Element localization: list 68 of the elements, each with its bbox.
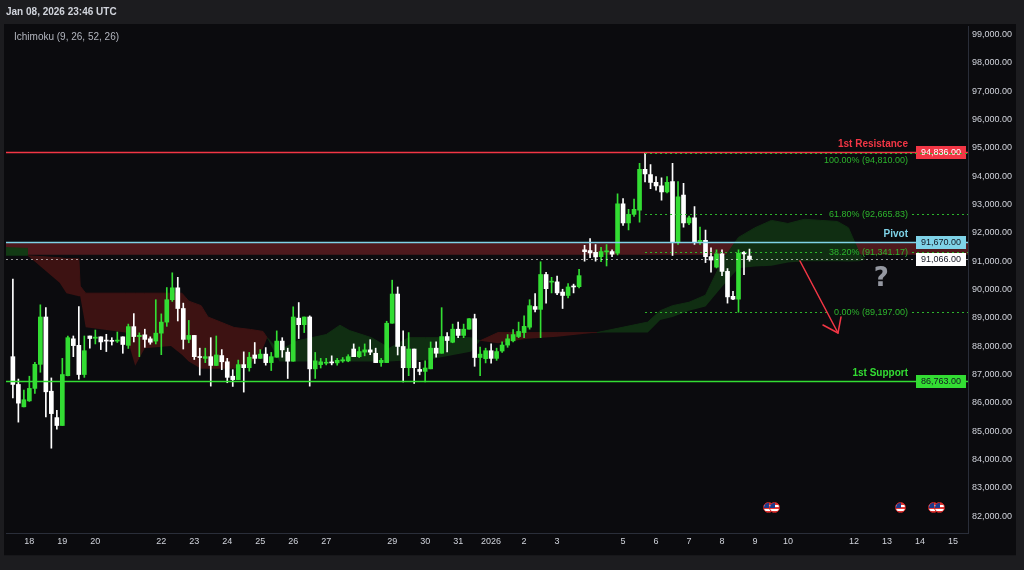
y-tick-label: 91,000.00 [972,255,1013,266]
y-tick-label: 99,000.00 [972,28,1013,39]
y-tick-label: 89,000.00 [972,312,1013,323]
annotation: ? [873,262,889,293]
y-tick-label: 83,000.00 [972,482,1013,493]
ref-line-label: 100.00% (94,810.00) [823,155,908,166]
candlestick [444,332,450,353]
ref-line-label: 94,836.00 [920,147,962,158]
candlestick [296,302,302,339]
x-tick-label: 29 [387,536,398,547]
text: 91,066.00 [920,254,962,265]
x-tick-label: 14 [914,536,925,547]
x-tick-label: 24 [222,536,233,547]
candlestick [136,332,142,357]
x-tick-label: 6 [653,536,659,547]
x-tick-label: 31 [453,536,464,547]
candlestick [186,320,192,344]
y-tick-label: 96,000.00 [972,113,1013,124]
x-tick-label: 20 [90,536,101,547]
y-tick-label: 87,000.00 [972,369,1013,380]
ref-line-label: 91,670.00 [920,237,962,248]
annotation: 1st Resistance [837,138,909,150]
y-tick-label: 94,000.00 [972,170,1013,181]
x-tick-label: 2026 [481,536,502,547]
x-tick-label: 7 [686,536,692,547]
x-tick-label: 2 [521,536,527,547]
x-tick-label: 30 [420,536,431,547]
x-tick-label: 23 [189,536,200,547]
ref-line-label: 0.00% (89,197.00) [833,306,908,317]
x-tick-label: 9 [752,536,758,547]
candlestick [153,299,159,345]
x-tick-label: 8 [719,536,725,547]
y-tick-label: 88,000.00 [972,340,1013,351]
y-tick-label: 97,000.00 [972,85,1013,96]
candlestick [202,347,208,363]
y-tick-label: 93,000.00 [972,199,1013,209]
x-tick-label: 22 [156,536,167,547]
candlestick [208,337,214,387]
x-tick-label: 13 [881,536,892,547]
y-tick-label: 90,000.00 [972,284,1013,294]
x-tick-label: 10 [782,536,793,547]
y-tick-label: 85,000.00 [972,425,1013,436]
y-tick-label: 92,000.00 [972,227,1013,238]
annotation: Ichimoku (9, 26, 52, 26) [14,30,120,42]
y-tick-label: 95,000.00 [972,142,1013,153]
candlestick [241,351,247,393]
y-tick-label: 98,000.00 [972,57,1013,68]
candlestick [93,329,98,345]
x-tick-label: 26 [288,536,299,547]
ref-line-label: 61.80% (92,665.83) [828,208,908,219]
x-tick-label: 19 [57,536,68,547]
ref-line-label: 38.20% (91,341.17) [828,246,908,257]
chart-title: Jan 08, 2026 23:46 UTC [6,5,117,17]
candlestick [252,342,258,364]
y-tick-label: 82,000.00 [972,510,1013,521]
x-tick-label: 12 [848,536,859,547]
annotation: Pivot [883,227,909,239]
x-tick-label: 25 [255,536,266,547]
x-tick-label: 3 [554,536,560,547]
x-tick-label: 5 [620,536,626,547]
y-tick-label: 84,000.00 [972,454,1013,465]
x-tick-label: 18 [24,536,35,547]
y-tick-label: 86,000.00 [972,397,1013,408]
candlestick [532,293,538,313]
ref-line-label: 86,763.00 [920,376,962,387]
annotation: 1st Support [852,366,909,378]
x-tick-label: 15 [947,536,958,547]
x-tick-label: 27 [321,536,332,547]
